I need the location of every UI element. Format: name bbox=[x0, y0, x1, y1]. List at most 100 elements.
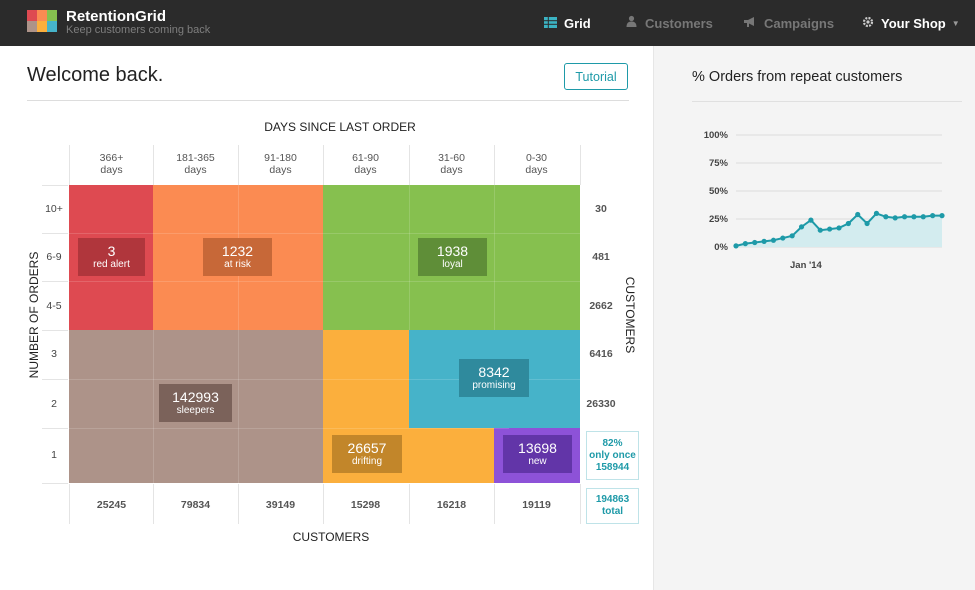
divider bbox=[580, 145, 581, 185]
segment-badge-loyal[interactable]: 1938 loyal bbox=[418, 238, 487, 276]
column-header: 366+ days bbox=[99, 152, 124, 176]
column-header: 181-365 days bbox=[176, 152, 215, 176]
divider bbox=[69, 484, 70, 524]
column-customer-count: 19119 bbox=[522, 499, 551, 511]
segment-badge-at-risk[interactable]: 1232 at risk bbox=[203, 238, 272, 276]
chart-point bbox=[761, 238, 767, 244]
grid-icon bbox=[544, 16, 557, 31]
row-customer-count: 26330 bbox=[586, 398, 616, 410]
gridline bbox=[153, 330, 154, 483]
repeat-orders-panel: % Orders from repeat customers 100% 75% … bbox=[653, 46, 975, 590]
divider bbox=[323, 484, 324, 524]
chart-point bbox=[855, 211, 861, 218]
divider bbox=[692, 101, 962, 102]
gear-icon bbox=[862, 16, 874, 31]
gridline bbox=[238, 185, 239, 483]
chart-point bbox=[780, 235, 786, 241]
divider bbox=[42, 233, 68, 234]
y-tick-label: 25% bbox=[708, 214, 728, 225]
chart-point bbox=[733, 243, 739, 249]
chart-point bbox=[892, 215, 898, 221]
segment-badge-new[interactable]: 13698 new bbox=[503, 435, 572, 473]
nav-your-shop[interactable]: Your Shop ▼ bbox=[862, 13, 960, 33]
megaphone-icon bbox=[743, 16, 757, 31]
nav-campaigns[interactable]: Campaigns bbox=[743, 13, 834, 33]
retentiongrid-logo-icon[interactable] bbox=[27, 10, 57, 32]
chart-point bbox=[827, 226, 833, 232]
panel-title: % Orders from repeat customers bbox=[692, 69, 903, 85]
gridline bbox=[69, 281, 580, 282]
axis-bottom-label: CUSTOMERS bbox=[292, 530, 370, 544]
segment-badge-red-alert[interactable]: 3 red alert bbox=[78, 238, 145, 276]
chart-point bbox=[864, 220, 870, 227]
gridline bbox=[69, 233, 580, 234]
row-label: 2 bbox=[51, 398, 57, 410]
divider bbox=[42, 483, 68, 484]
divider bbox=[42, 185, 68, 186]
row-customer-count: 30 bbox=[595, 203, 607, 215]
axis-top-label: DAYS SINCE LAST ORDER bbox=[264, 120, 416, 134]
segment-badge-drifting[interactable]: 26657 drifting bbox=[332, 435, 402, 473]
tutorial-button[interactable]: Tutorial bbox=[564, 63, 628, 90]
column-header: 61-90 days bbox=[352, 152, 379, 176]
divider bbox=[238, 484, 239, 524]
page-title: Welcome back. bbox=[27, 64, 164, 86]
only-once-stat[interactable]: 82% only once 158944 bbox=[586, 431, 639, 480]
column-customer-count: 16218 bbox=[436, 499, 467, 511]
chart-point bbox=[939, 213, 945, 219]
row-label: 4-5 bbox=[46, 300, 62, 312]
row-customer-count: 481 bbox=[592, 251, 610, 263]
chart-point bbox=[911, 214, 917, 220]
chart-point bbox=[883, 214, 889, 220]
row-customer-count: 6416 bbox=[589, 348, 613, 360]
chart-point bbox=[845, 220, 851, 227]
y-tick-label: 50% bbox=[708, 186, 728, 197]
y-tick-label: 100% bbox=[703, 130, 728, 141]
divider bbox=[153, 484, 154, 524]
row-label: 1 bbox=[51, 449, 57, 461]
axis-left-label: NUMBER OF ORDERS bbox=[27, 251, 41, 379]
total-stat[interactable]: 194863 total bbox=[586, 488, 639, 524]
x-tick-label: Jan '14 bbox=[790, 260, 822, 271]
column-header: 91-180 days bbox=[264, 152, 297, 176]
chart-point bbox=[770, 237, 777, 243]
nav-grid[interactable]: Grid bbox=[544, 13, 591, 33]
chart-point bbox=[836, 225, 842, 231]
segment-drifting[interactable] bbox=[409, 428, 494, 483]
y-tick-label: 0% bbox=[714, 242, 728, 253]
divider bbox=[580, 484, 581, 524]
column-header: 31-60 days bbox=[438, 152, 465, 176]
divider bbox=[42, 281, 68, 282]
row-customer-count: 2662 bbox=[589, 300, 613, 312]
row-label: 6-9 bbox=[46, 251, 62, 263]
chart-point bbox=[873, 210, 880, 216]
column-customer-count: 15298 bbox=[350, 499, 381, 511]
chart-point bbox=[752, 239, 758, 246]
chart-point bbox=[930, 213, 936, 219]
divider bbox=[42, 379, 68, 380]
nav-your-shop-label: Your Shop bbox=[881, 15, 946, 31]
chart-point bbox=[901, 214, 908, 220]
chart-point bbox=[808, 217, 814, 223]
segment-badge-sleepers[interactable]: 142993 sleepers bbox=[159, 384, 232, 422]
app-name[interactable]: RetentionGrid bbox=[66, 8, 166, 25]
divider bbox=[153, 145, 154, 185]
nav-grid-label: Grid bbox=[564, 15, 591, 31]
top-navbar: RetentionGrid Keep customers coming back… bbox=[0, 0, 975, 46]
column-header: 0-30 days bbox=[525, 152, 548, 176]
segment-badge-promising[interactable]: 8342 promising bbox=[459, 359, 529, 397]
row-label: 3 bbox=[51, 348, 57, 360]
gridline bbox=[409, 185, 410, 330]
divider bbox=[409, 484, 410, 524]
nav-campaigns-label: Campaigns bbox=[764, 15, 835, 31]
repeat-orders-chart bbox=[733, 134, 945, 249]
column-customer-count: 79834 bbox=[180, 499, 211, 511]
chart-point bbox=[742, 241, 748, 247]
column-customer-count: 39149 bbox=[265, 499, 296, 511]
gridline bbox=[69, 379, 580, 380]
column-customer-count: 25245 bbox=[96, 499, 127, 511]
row-label: 10+ bbox=[45, 203, 63, 215]
gridline bbox=[69, 428, 509, 429]
nav-customers[interactable]: Customers bbox=[625, 13, 713, 33]
divider bbox=[238, 145, 239, 185]
